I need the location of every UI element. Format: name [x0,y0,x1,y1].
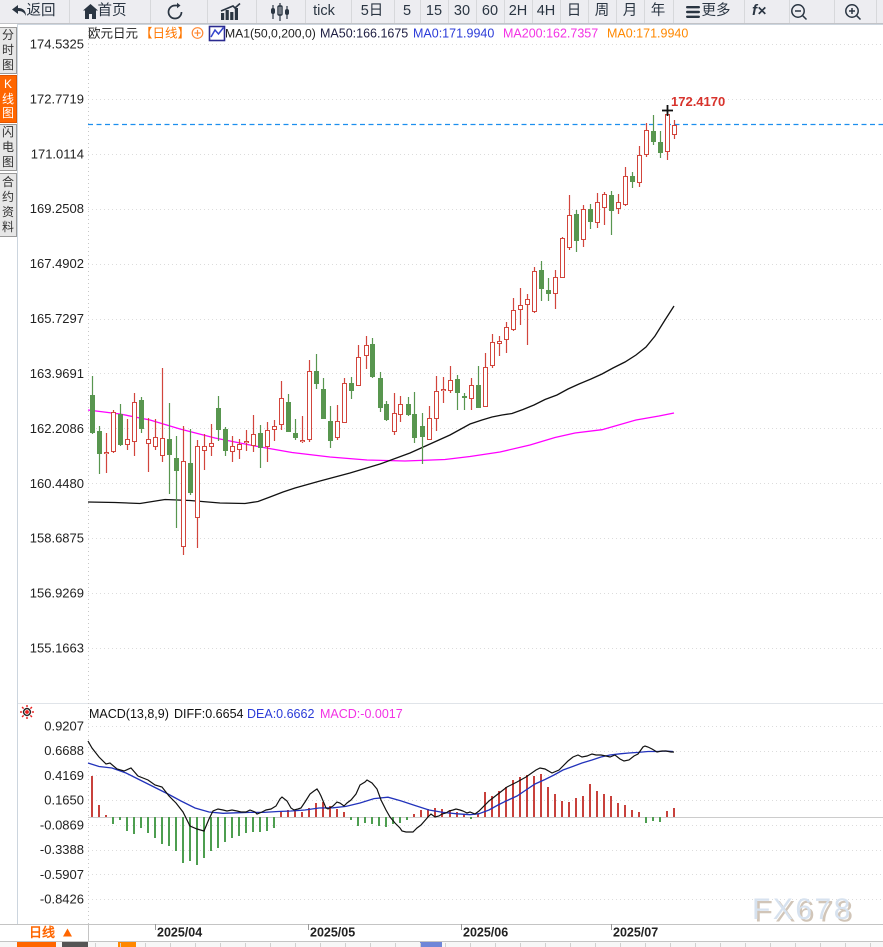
svg-text:0.1650: 0.1650 [44,793,84,808]
svg-text:172.4170: 172.4170 [671,94,725,109]
svg-text:165.7297: 165.7297 [30,311,84,326]
svg-text:156.9269: 156.9269 [30,586,84,601]
svg-text:172.7719: 172.7719 [30,91,84,106]
svg-text:MACD(13,8,9): MACD(13,8,9) [89,707,169,721]
svg-text:FX678: FX678 [755,896,856,929]
svg-text:-0.3388: -0.3388 [40,842,84,857]
svg-text:-0.0869: -0.0869 [40,817,84,832]
svg-text:163.9691: 163.9691 [30,366,84,381]
svg-text:MA50:166.1675: MA50:166.1675 [320,27,408,41]
svg-text:174.5325: 174.5325 [30,37,84,52]
svg-text:DIFF:0.6654: DIFF:0.6654 [174,707,244,721]
svg-text:MACD:-0.0017: MACD:-0.0017 [320,707,403,721]
svg-text:【日线】: 【日线】 [140,27,190,41]
svg-text:155.1663: 155.1663 [30,641,84,656]
svg-text:162.2086: 162.2086 [30,421,84,436]
svg-text:-0.8426: -0.8426 [40,892,84,907]
svg-text:2025/04: 2025/04 [157,926,202,940]
svg-text:-0.5907: -0.5907 [40,867,84,882]
svg-text:2025/06: 2025/06 [463,926,508,940]
svg-text:167.4902: 167.4902 [30,256,84,271]
svg-text:171.0114: 171.0114 [31,146,84,161]
svg-text:DEA:0.6662: DEA:0.6662 [247,707,314,721]
svg-text:MA0:171.9940: MA0:171.9940 [413,27,494,41]
svg-text:日线: 日线 [29,925,55,940]
svg-text:169.2508: 169.2508 [30,201,84,216]
svg-text:2025/05: 2025/05 [310,926,355,940]
svg-text:2025/07: 2025/07 [613,926,658,940]
svg-text:0.6688: 0.6688 [44,743,84,758]
svg-text:0.9207: 0.9207 [44,719,84,734]
svg-text:0.4169: 0.4169 [44,768,84,783]
svg-text:160.4480: 160.4480 [30,476,84,491]
svg-text:FX678: FX678 [752,893,853,926]
svg-text:158.6875: 158.6875 [30,531,84,546]
svg-text:MA200:162.7357: MA200:162.7357 [503,27,598,41]
svg-text:MA1(50,0,200,0): MA1(50,0,200,0) [225,27,316,41]
svg-text:MA0:171.9940: MA0:171.9940 [607,27,688,41]
svg-text:欧元日元: 欧元日元 [88,27,138,41]
